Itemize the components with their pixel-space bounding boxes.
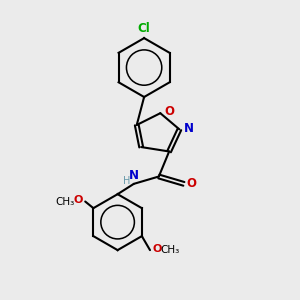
Text: CH₃: CH₃	[160, 245, 180, 255]
Text: N: N	[129, 169, 139, 182]
Text: O: O	[187, 177, 197, 190]
Text: CH₃: CH₃	[56, 196, 75, 206]
Text: N: N	[184, 122, 194, 135]
Text: O: O	[164, 105, 174, 118]
Text: O: O	[152, 244, 161, 254]
Text: Cl: Cl	[138, 22, 151, 34]
Text: O: O	[74, 195, 83, 205]
Text: H: H	[123, 176, 130, 186]
